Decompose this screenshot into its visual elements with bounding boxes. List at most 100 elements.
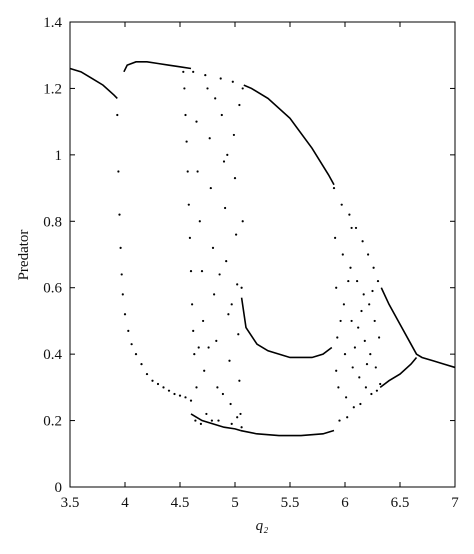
data-point <box>241 87 244 90</box>
data-point <box>376 279 380 283</box>
data-point <box>196 170 199 173</box>
data-point <box>236 283 239 286</box>
data-point <box>375 389 378 392</box>
y-tick-label: 0.8 <box>43 214 62 230</box>
data-point <box>372 266 375 269</box>
data-point <box>210 419 213 422</box>
branch-line <box>379 356 418 388</box>
data-point <box>352 406 355 409</box>
data-point <box>224 206 227 210</box>
data-point <box>363 339 366 342</box>
y-tick-label: 1.4 <box>43 15 62 31</box>
data-point <box>231 80 234 83</box>
data-point <box>229 402 232 406</box>
data-point <box>207 346 210 349</box>
branch-line <box>243 84 335 186</box>
branch-line <box>240 429 335 437</box>
data-point <box>200 270 204 273</box>
data-point <box>219 77 222 80</box>
branch-line <box>240 297 333 359</box>
y-axis-label: Predator <box>16 230 32 281</box>
data-point <box>119 246 122 249</box>
data-point <box>370 392 373 396</box>
data-point <box>185 140 188 143</box>
data-point <box>187 203 190 206</box>
data-point <box>162 386 165 389</box>
data-point <box>359 402 362 406</box>
data-point <box>220 113 223 117</box>
x-tick-label: 6 <box>341 495 349 511</box>
data-point <box>358 376 361 379</box>
data-point <box>197 346 200 349</box>
data-point <box>145 372 149 376</box>
data-point <box>367 253 370 256</box>
data-point <box>192 70 195 73</box>
data-point <box>123 313 127 316</box>
data-point <box>373 319 376 323</box>
data-point <box>368 303 371 306</box>
data-point <box>371 289 374 293</box>
data-point <box>240 286 243 289</box>
data-point <box>189 270 193 273</box>
data-point <box>346 416 349 419</box>
data-point <box>127 329 130 332</box>
data-point <box>183 87 186 90</box>
y-tick-label: 0 <box>55 480 63 496</box>
data-point <box>232 133 235 137</box>
data-point <box>339 319 342 323</box>
x-tick-label: 7 <box>451 495 459 511</box>
data-point <box>195 120 198 123</box>
data-point <box>195 386 198 389</box>
data-point <box>213 293 216 296</box>
branch-line <box>69 67 118 99</box>
data-point <box>357 326 360 329</box>
data-point <box>336 336 339 339</box>
y-tick-label: 0.2 <box>43 414 62 430</box>
data-point <box>369 353 372 356</box>
data-point <box>218 273 221 276</box>
data-point <box>345 396 348 399</box>
data-point <box>238 103 241 107</box>
data-point <box>173 392 176 396</box>
data-point <box>184 113 187 117</box>
data-point <box>199 422 202 425</box>
data-point <box>130 343 133 346</box>
data-point <box>221 392 224 396</box>
data-point <box>340 203 343 206</box>
data-point <box>351 366 354 369</box>
data-point <box>337 386 340 389</box>
data-point <box>233 177 237 180</box>
data-point <box>362 293 365 296</box>
data-point <box>379 382 382 386</box>
data-point <box>347 279 350 283</box>
y-tick-label: 1 <box>55 148 63 164</box>
data-point <box>350 226 353 230</box>
data-point <box>235 233 238 236</box>
data-point <box>343 353 347 356</box>
data-point <box>118 213 121 216</box>
x-tick-label: 3.5 <box>61 495 80 511</box>
y-tick-label: 0.6 <box>43 281 62 297</box>
data-point <box>204 74 207 77</box>
data-point <box>211 246 215 249</box>
data-point <box>214 97 217 100</box>
branch-line <box>123 61 192 73</box>
data-point <box>120 273 123 276</box>
data-point <box>202 319 205 323</box>
data-point <box>140 363 143 366</box>
data-point <box>238 379 241 382</box>
x-tick-label: 5.5 <box>281 495 300 511</box>
data-point <box>240 426 243 429</box>
data-point <box>348 213 351 216</box>
data-point <box>205 412 208 416</box>
data-point <box>338 419 341 422</box>
data-point <box>332 186 336 190</box>
data-point <box>116 113 119 117</box>
data-point <box>208 137 211 140</box>
data-point <box>193 353 196 356</box>
y-tick-label: 0.4 <box>43 347 62 363</box>
plot-frame <box>69 21 456 488</box>
y-tick-label: 1.2 <box>43 81 62 97</box>
data-point <box>198 220 201 223</box>
data-point <box>206 87 209 90</box>
